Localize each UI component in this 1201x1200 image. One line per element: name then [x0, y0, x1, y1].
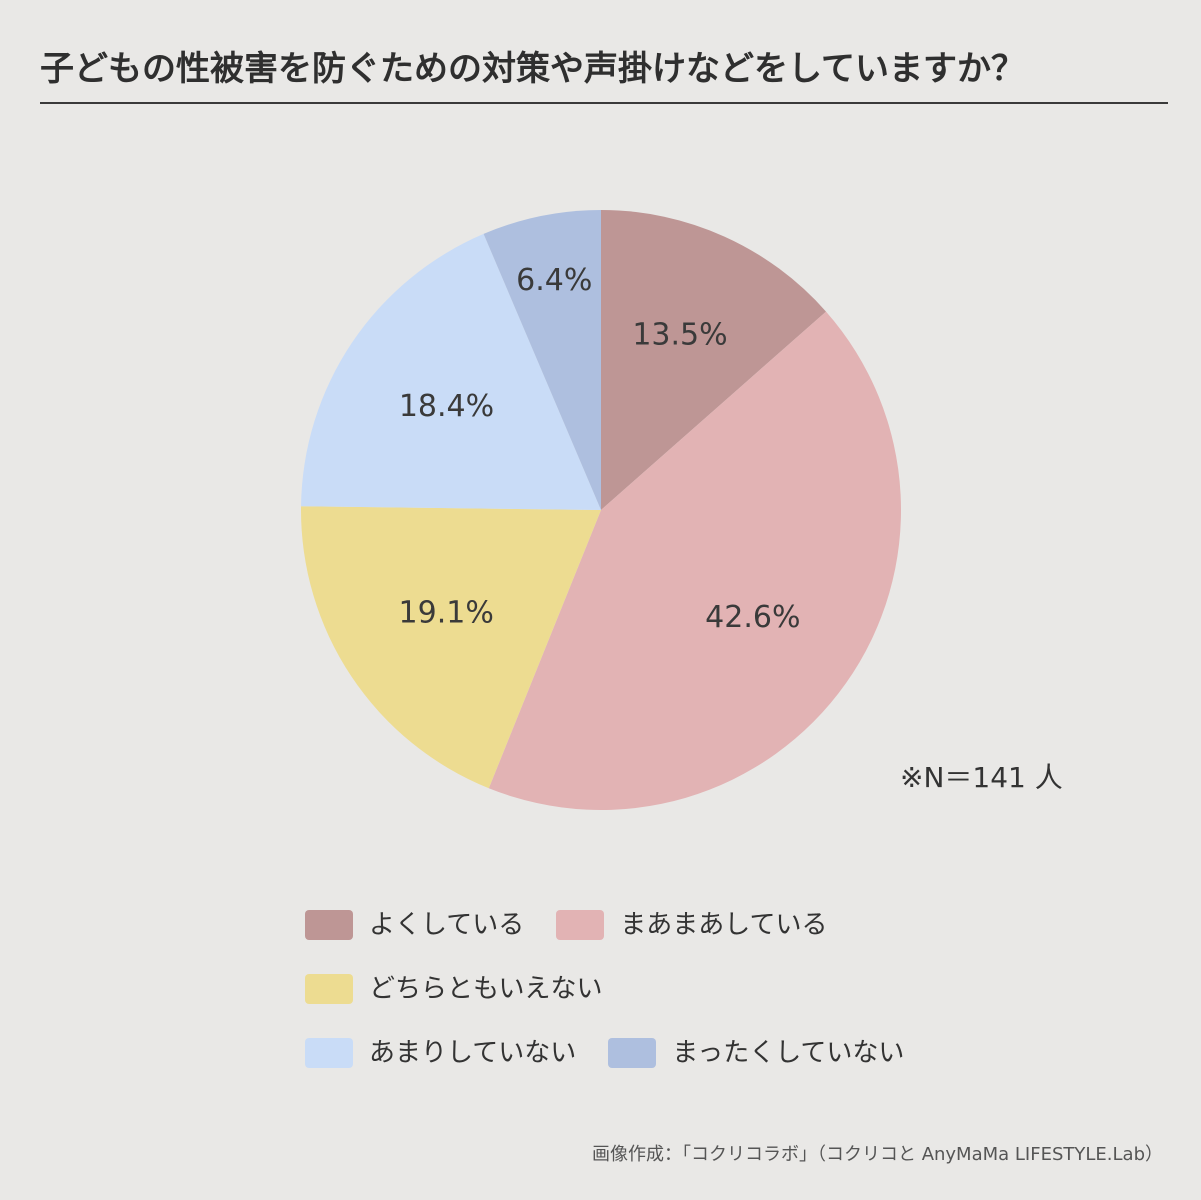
pie-slice-neutral: [301, 506, 601, 789]
pie-slice-somewhat: [488, 311, 901, 810]
legend-swatch-somewhat: [556, 910, 605, 940]
legend-label-rarely: あまりしていない: [369, 1038, 577, 1068]
legend-label-never: まったくしていない: [672, 1038, 905, 1068]
legend-swatch-rarely: [305, 1038, 353, 1068]
legend-label-somewhat: まあまあしている: [620, 910, 828, 940]
sample-size-note: ※N＝141 人: [900, 761, 1063, 794]
pie-slice-never: [483, 210, 601, 510]
legend-swatch-never: [608, 1038, 657, 1068]
legend-item-somewhat: まあまあしている: [556, 907, 827, 943]
pie-label-never: 6.4%: [516, 263, 592, 298]
image-credit: 画像作成：「コクリコラボ」（コクリコと AnyMaMa LIFESTYLE.La…: [591, 1144, 1163, 1165]
pie-slice-rarely: [301, 233, 601, 510]
legend-swatch-neutral: [305, 974, 353, 1004]
legend-item-never: まったくしていない: [608, 1035, 904, 1071]
legend-item-neutral: どちらともいえない: [305, 971, 602, 1007]
pie-slice-very-often: [601, 210, 827, 510]
legend-item-rarely: あまりしていない: [305, 1035, 576, 1071]
pie-label-very-often: 13.5%: [632, 318, 727, 353]
pie-label-rarely: 18.4%: [399, 389, 494, 424]
legend-row-3: あまりしていない まったくしていない: [305, 1033, 1025, 1073]
pie-label-somewhat: 42.6%: [705, 600, 800, 635]
legend-row-1: よくしている まあまあしている: [305, 905, 1025, 945]
pie-label-neutral: 19.1%: [399, 596, 494, 631]
legend-swatch-very-often: [305, 910, 353, 940]
legend-item-very-often: よくしている: [305, 907, 524, 943]
legend: よくしている まあまあしている どちらともいえない あまりしていない まったくし…: [305, 905, 1025, 1097]
title-divider: [40, 102, 1168, 104]
legend-label-very-often: よくしている: [369, 910, 525, 940]
chart-title: 子どもの性被害を防ぐための対策や声掛けなどをしていますか？: [40, 49, 1025, 89]
legend-row-2: どちらともいえない: [305, 969, 1025, 1009]
legend-label-neutral: どちらともいえない: [369, 974, 603, 1004]
